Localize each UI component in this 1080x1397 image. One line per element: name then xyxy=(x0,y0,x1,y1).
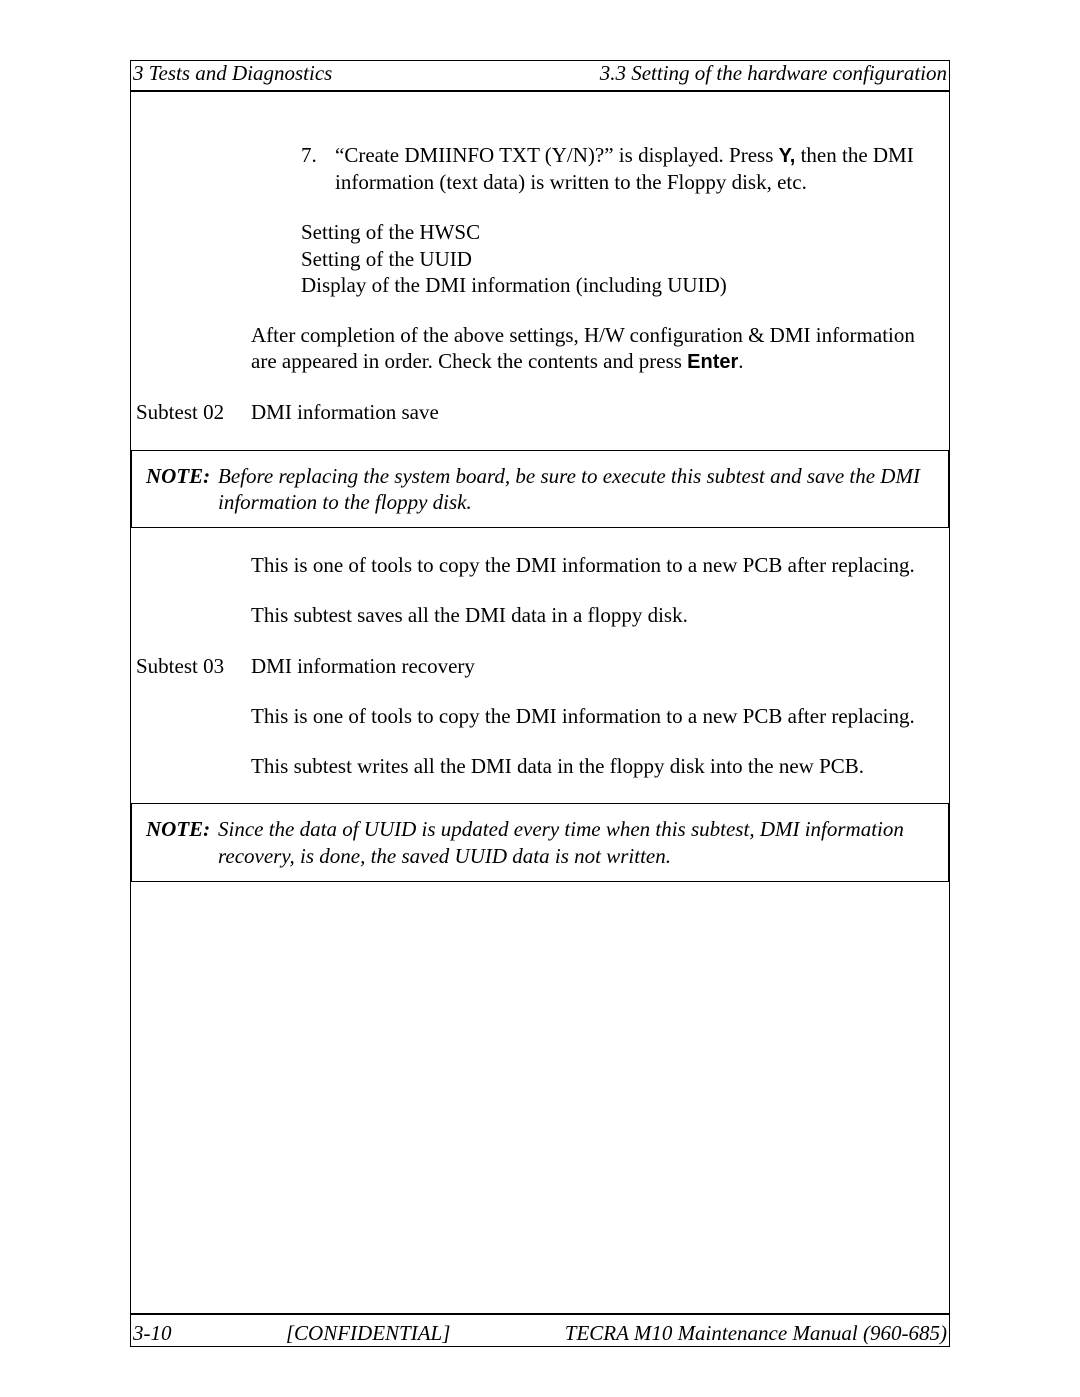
note-box-2: NOTE: Since the data of UUID is updated … xyxy=(131,803,949,882)
page: 3 Tests and Diagnostics 3.3 Setting of t… xyxy=(0,0,1080,1397)
subtest-02-title: DMI information save xyxy=(251,399,949,425)
li7-bold: Y, xyxy=(779,145,796,167)
header-right: 3.3 Setting of the hardware configuratio… xyxy=(600,61,947,86)
setting-line-2: Setting of the UUID xyxy=(301,246,929,272)
page-footer: 3-10 [CONFIDENTIAL] TECRA M10 Maintenanc… xyxy=(131,1313,949,1346)
subtest-02-label: Subtest 02 xyxy=(136,399,251,425)
subtest-02-row: Subtest 02 DMI information save xyxy=(131,399,949,425)
list-number: 7. xyxy=(301,142,335,195)
note-box-1: NOTE: Before replacing the system board,… xyxy=(131,450,949,529)
subtest-03-row: Subtest 03 DMI information recovery xyxy=(131,653,949,679)
list-body: “Create DMIINFO TXT (Y/N)?” is displayed… xyxy=(335,142,949,195)
page-header: 3 Tests and Diagnostics 3.3 Setting of t… xyxy=(131,61,949,92)
after-paragraph: After completion of the above settings, … xyxy=(131,322,949,375)
note-2-label: NOTE: xyxy=(146,816,218,869)
sub03-p1: This is one of tools to copy the DMI inf… xyxy=(131,703,949,729)
li7-pre: “Create DMIINFO TXT (Y/N)?” is displayed… xyxy=(335,143,779,167)
setting-line-3: Display of the DMI information (includin… xyxy=(301,272,929,298)
setting-line-1: Setting of the HWSC xyxy=(301,219,929,245)
note-1-label: NOTE: xyxy=(146,463,218,516)
sub02-p2: This subtest saves all the DMI data in a… xyxy=(131,602,949,628)
settings-block: Setting of the HWSC Setting of the UUID … xyxy=(131,219,949,298)
after-post: . xyxy=(738,349,743,373)
footer-right: TECRA M10 Maintenance Manual (960-685) xyxy=(565,1321,947,1346)
after-bold: Enter xyxy=(687,351,738,373)
footer-left: 3-10 xyxy=(133,1321,172,1346)
sub03-p2: This subtest writes all the DMI data in … xyxy=(131,753,949,779)
header-left: 3 Tests and Diagnostics xyxy=(133,61,332,86)
page-content: 7. “Create DMIINFO TXT (Y/N)?” is displa… xyxy=(131,142,949,882)
list-item-7: 7. “Create DMIINFO TXT (Y/N)?” is displa… xyxy=(131,142,949,195)
page-frame: 3 Tests and Diagnostics 3.3 Setting of t… xyxy=(130,60,950,1347)
after-pre: After completion of the above settings, … xyxy=(251,323,915,373)
note-1-text: Before replacing the system board, be su… xyxy=(218,463,934,516)
subtest-03-title: DMI information recovery xyxy=(251,653,949,679)
footer-center: [CONFIDENTIAL] xyxy=(286,1321,451,1346)
sub02-p1: This is one of tools to copy the DMI inf… xyxy=(131,552,949,578)
subtest-03-label: Subtest 03 xyxy=(136,653,251,679)
note-2-text: Since the data of UUID is updated every … xyxy=(218,816,934,869)
